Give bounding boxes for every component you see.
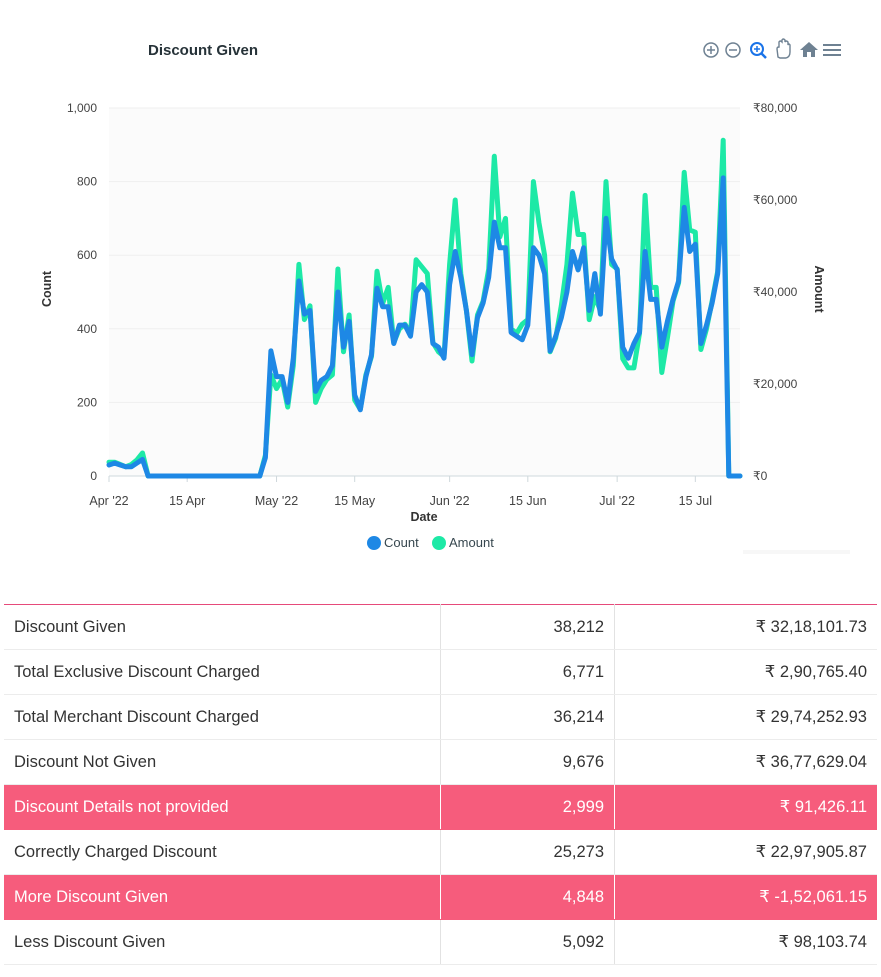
y-axis-left: 0 200 400 600 800 1,000 — [67, 101, 97, 483]
chart-canvas: Discount Given — [40, 38, 850, 554]
chart-title: Discount Given — [148, 42, 258, 59]
zoom-in-icon[interactable] — [703, 42, 719, 58]
row-count: 36,214 — [440, 694, 615, 740]
discount-summary-table: Discount Given 38,212 ₹ 32,18,101.73 Total … — [4, 604, 877, 965]
legend-item-amount[interactable]: Amount — [432, 535, 494, 550]
x-axis: Apr '22 15 Apr May '22 15 May Jun '22 15 Jun J… — [89, 475, 740, 508]
y-tick-label-left: 600 — [77, 248, 97, 262]
table-row: Discount Details not provided 2,999 ₹ 91,4… — [4, 784, 877, 830]
legend-item-count[interactable]: Count — [367, 535, 419, 550]
series-line-count — [106, 175, 743, 479]
row-count: 38,212 — [440, 604, 615, 650]
row-amount: ₹ 2,90,765.40 — [614, 649, 877, 695]
row-label: Total Exclusive Discount Charged — [4, 649, 441, 695]
y-tick-label-left: 1,000 — [67, 101, 97, 115]
table-row: Less Discount Given 5,092 ₹ 98,103.74 — [4, 919, 877, 965]
row-amount: ₹ 98,103.74 — [614, 919, 877, 965]
legend-label: Count — [384, 535, 419, 550]
y-tick-label-right: ₹80,000 — [753, 101, 798, 115]
row-count: 5,092 — [440, 919, 615, 965]
row-count: 4,848 — [440, 874, 615, 920]
y-tick-label-right: ₹0 — [753, 469, 768, 483]
row-amount: ₹ 32,18,101.73 — [614, 604, 877, 650]
x-tick-label: Jun '22 — [430, 494, 470, 508]
x-axis-title: Date — [410, 510, 437, 524]
y-axis-right: ₹0 ₹20,000 ₹40,000 ₹60,000 ₹80,000 — [753, 101, 798, 483]
table-row: Discount Not Given 9,676 ₹ 36,77,629.04 — [4, 739, 877, 785]
legend-marker — [367, 536, 381, 550]
x-tick-label: 15 May — [334, 494, 376, 508]
menu-icon[interactable] — [823, 44, 841, 56]
chart-series — [106, 137, 743, 479]
table-row: Discount Given 38,212 ₹ 32,18,101.73 — [4, 604, 877, 650]
x-tick-label: 15 Jun — [509, 494, 547, 508]
row-amount: ₹ 29,74,252.93 — [614, 694, 877, 740]
y-tick-label-left: 0 — [90, 469, 97, 483]
y-tick-label-left: 800 — [77, 175, 97, 189]
y-axis-title-left: Count — [40, 270, 54, 307]
home-reset-icon[interactable] — [800, 42, 818, 57]
row-label: Discount Not Given — [4, 739, 441, 785]
row-amount: ₹ 91,426.11 — [614, 784, 877, 830]
row-amount: ₹ -1,52,061.15 — [614, 874, 877, 920]
table-row: Correctly Charged Discount 25,273 ₹ 22,97,… — [4, 829, 877, 875]
row-count: 6,771 — [440, 649, 615, 695]
chart-scroll-strip — [743, 550, 850, 554]
row-label: More Discount Given — [4, 874, 441, 920]
y-axis-title-right: Amount — [812, 265, 826, 313]
y-tick-label-left: 400 — [77, 322, 97, 336]
x-tick-label: Jul '22 — [599, 494, 635, 508]
row-label: Less Discount Given — [4, 919, 441, 965]
y-tick-label-right: ₹40,000 — [753, 285, 798, 299]
legend-label: Amount — [449, 535, 494, 550]
table-row: Total Merchant Discount Charged 36,214 ₹ 2… — [4, 694, 877, 740]
chart-legend: Count Amount — [367, 535, 494, 550]
legend-marker — [432, 536, 446, 550]
zoom-selection-icon[interactable] — [750, 42, 767, 59]
y-tick-label-left: 200 — [77, 395, 97, 409]
chart-toolbar — [703, 38, 841, 59]
y-tick-label-right: ₹60,000 — [753, 193, 798, 207]
x-tick-label: 15 Jul — [679, 494, 712, 508]
zoom-out-icon[interactable] — [725, 42, 741, 58]
row-label: Discount Details not provided — [4, 784, 441, 830]
x-tick-label: 15 Apr — [169, 494, 205, 508]
row-count: 9,676 — [440, 739, 615, 785]
row-count: 2,999 — [440, 784, 615, 830]
row-label: Discount Given — [4, 604, 441, 650]
row-amount: ₹ 36,77,629.04 — [614, 739, 877, 785]
row-label: Correctly Charged Discount — [4, 829, 441, 875]
table-row: More Discount Given 4,848 ₹ -1,52,061.15 — [4, 874, 877, 920]
table-row: Total Exclusive Discount Charged 6,771 ₹ 2… — [4, 649, 877, 695]
row-amount: ₹ 22,97,905.87 — [614, 829, 877, 875]
x-tick-label: Apr '22 — [89, 494, 128, 508]
row-count: 25,273 — [440, 829, 615, 875]
x-tick-label: May '22 — [255, 494, 298, 508]
row-label: Total Merchant Discount Charged — [4, 694, 441, 740]
discount-chart: Discount Given — [40, 38, 850, 554]
y-tick-label-right: ₹20,000 — [753, 377, 798, 391]
pan-hand-icon[interactable] — [776, 38, 791, 59]
